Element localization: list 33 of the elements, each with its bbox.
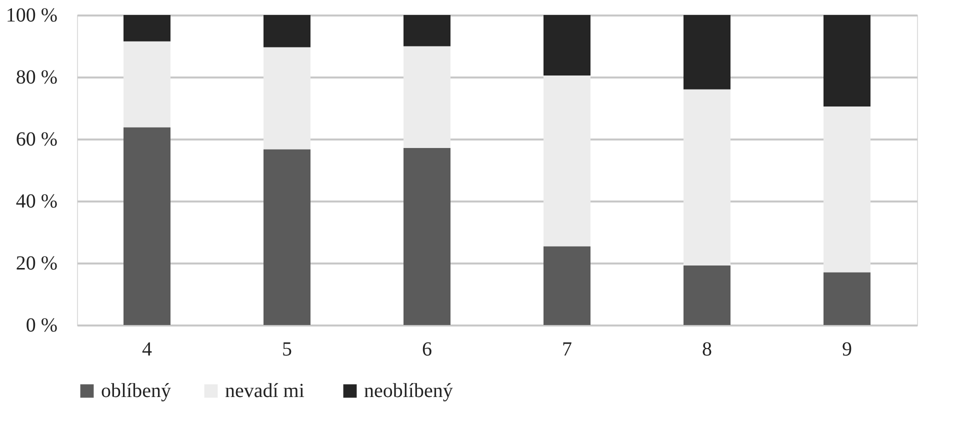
bar [824,272,870,325]
bar [124,15,170,42]
bar [824,106,870,272]
bar [404,15,450,46]
bar [544,246,590,325]
bar [264,47,310,150]
y-tick-label: 60 % [16,128,58,150]
y-tick-label: 20 % [16,252,58,274]
x-tick-label: 9 [842,338,852,360]
bar [824,15,870,106]
y-tick-label: 40 % [16,190,58,212]
x-tick-label: 8 [702,338,712,360]
x-tick-label: 7 [562,338,572,360]
bar [404,148,450,325]
bar [404,46,450,148]
x-tick-label: 4 [142,338,152,360]
legend-label: neoblíbený [364,380,453,402]
bar [264,149,310,325]
bar [684,15,730,90]
bar [264,15,310,48]
y-tick-label: 100 % [6,4,58,26]
legend-label: oblíbený [101,380,171,402]
bar [684,89,730,266]
bar [124,127,170,325]
y-tick-label: 80 % [16,66,58,88]
bar [684,265,730,325]
bar [544,75,590,246]
x-tick-label: 6 [422,338,432,360]
x-tick-label: 5 [282,338,292,360]
bar [544,15,590,76]
bar [124,41,170,128]
legend-label: nevadí mi [225,380,305,402]
y-tick-label: 0 % [26,314,58,336]
